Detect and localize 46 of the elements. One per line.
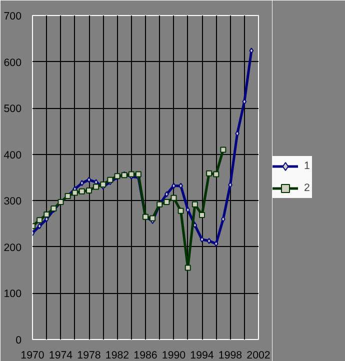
x-tick-label: 1986 xyxy=(134,350,158,361)
point xyxy=(184,264,191,271)
point xyxy=(164,199,170,206)
y-tick-label: 600 xyxy=(4,56,22,69)
point xyxy=(37,223,42,230)
x-tick-label: 1974 xyxy=(48,350,73,361)
point xyxy=(107,176,114,183)
point xyxy=(72,190,78,196)
legend-label: 2 xyxy=(304,182,311,194)
y-tick-label: 300 xyxy=(4,196,22,208)
point xyxy=(135,171,142,178)
point xyxy=(206,238,212,244)
point xyxy=(178,208,184,214)
point xyxy=(36,217,43,224)
x-tick-label: 2002 xyxy=(246,350,270,361)
point xyxy=(170,194,177,201)
point xyxy=(86,176,92,183)
y-tick-label: 200 xyxy=(4,242,22,254)
point xyxy=(44,212,50,218)
point xyxy=(192,201,198,208)
point xyxy=(199,212,205,218)
x-tick-label: 1970 xyxy=(20,350,44,361)
y-tick-label: 0 xyxy=(16,334,22,346)
point xyxy=(80,180,84,186)
x-tick-label: 1990 xyxy=(162,350,186,361)
point xyxy=(128,171,134,178)
point xyxy=(100,181,106,188)
x-tick-label: 1994 xyxy=(190,350,214,361)
point xyxy=(220,146,226,153)
x-tick-label: 1998 xyxy=(218,350,242,361)
y-tick-label: 400 xyxy=(4,149,22,162)
point xyxy=(186,206,190,213)
legend-label: 1 xyxy=(304,160,311,172)
point xyxy=(150,215,156,222)
point xyxy=(206,170,212,176)
x-tick-label: 1982 xyxy=(105,350,130,361)
y-tick-label: 700 xyxy=(4,10,22,22)
y-tick-label: 500 xyxy=(4,103,22,116)
x-tick-label: 1978 xyxy=(77,350,101,361)
point xyxy=(93,184,100,190)
point xyxy=(214,240,218,247)
point xyxy=(78,188,85,194)
point xyxy=(200,236,204,243)
y-tick-label: 100 xyxy=(4,288,22,300)
point xyxy=(213,171,220,178)
point xyxy=(86,187,92,194)
